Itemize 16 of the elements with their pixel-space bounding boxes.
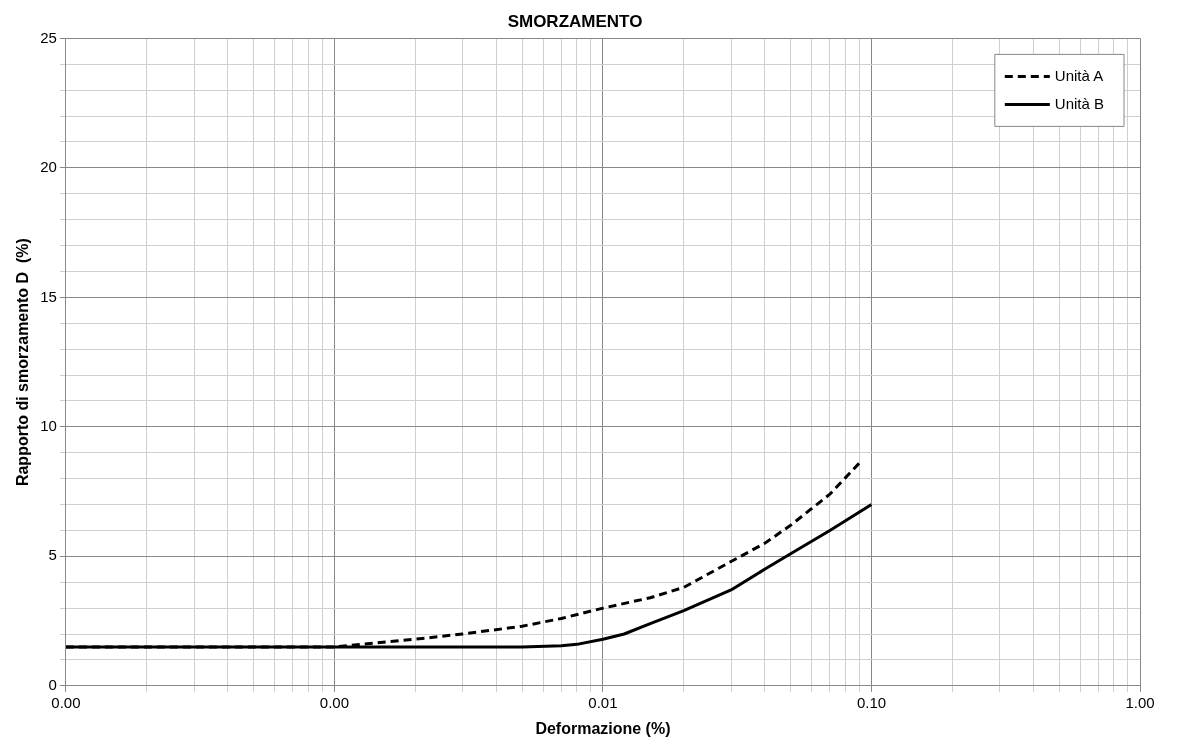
- legend-label: Unità A: [1054, 66, 1104, 84]
- y-tick-label: 25: [40, 28, 57, 46]
- y-tick-label: 0: [48, 675, 57, 693]
- y-axis-title: Rapporto di smorzamento D (%): [14, 238, 32, 487]
- x-tick-label: 0.00: [51, 693, 81, 711]
- y-tick-label: 20: [40, 158, 57, 176]
- x-tick-label: 0.10: [856, 693, 887, 711]
- x-axis-title: Deformazione (%): [535, 719, 671, 737]
- y-tick-label: 5: [48, 546, 57, 564]
- x-tick-label: 1.00: [1125, 693, 1155, 711]
- x-tick-label: 0.00: [319, 693, 350, 711]
- legend-label: Unità B: [1054, 94, 1105, 112]
- x-tick-label: 0.01: [588, 693, 618, 711]
- y-tick-label: 10: [40, 416, 57, 434]
- chart-title: SMORZAMENTO: [507, 11, 643, 31]
- y-tick-label: 15: [40, 287, 57, 305]
